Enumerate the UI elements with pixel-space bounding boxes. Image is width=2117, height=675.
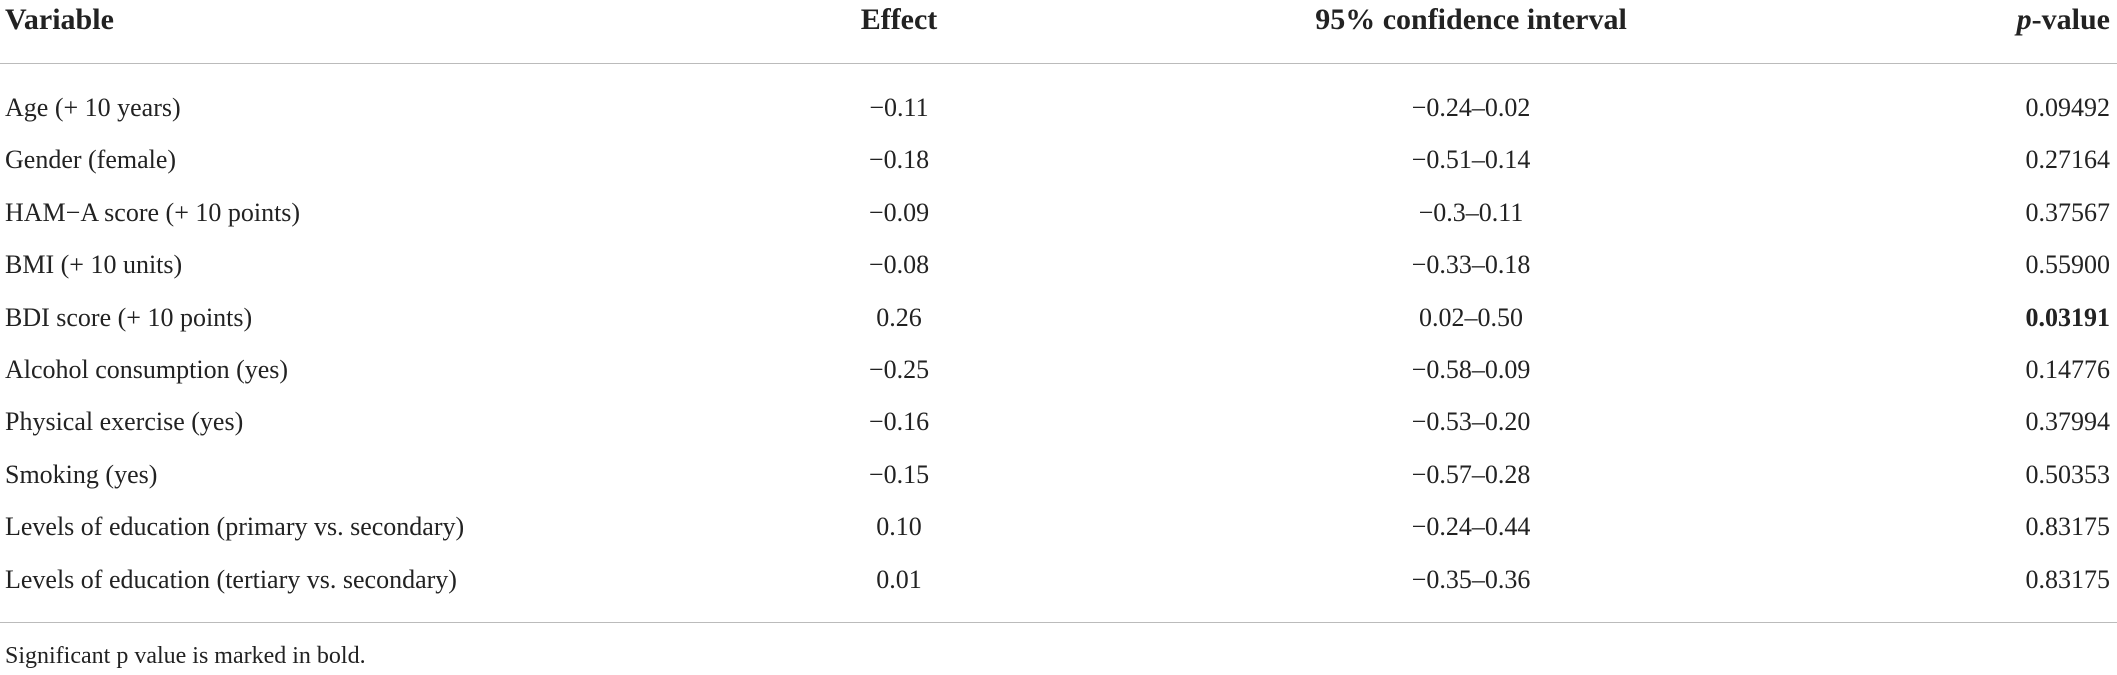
table-cell: Physical exercise (yes) (5, 407, 244, 437)
footnote: Significant p value is marked in bold. (5, 643, 366, 669)
table-cell: 0.27164 (2025, 145, 2111, 175)
table-cell: 0.26 (876, 302, 922, 332)
table-cell: Gender (female) (5, 145, 177, 175)
table-cell: −0.51–0.14 (1411, 145, 1531, 175)
table-cell: −0.09 (868, 197, 930, 227)
table-cell: 0.01 (876, 564, 922, 594)
table-cell: −0.33–0.18 (1411, 250, 1531, 280)
table-cell: BDI score (+ 10 points) (5, 302, 253, 332)
table-cell: −0.53–0.20 (1411, 407, 1531, 437)
column-header: 95% confidence interval (1315, 3, 1627, 36)
table-cell: 0.02–0.50 (1419, 302, 1523, 332)
header-text: -value (2031, 3, 2110, 36)
table-cell: BMI (+ 10 units) (5, 250, 183, 280)
table-cell: HAM−A score (+ 10 points) (5, 197, 301, 227)
table-cell: Levels of education (primary vs. seconda… (5, 512, 465, 542)
table-cell: 0.03191 (2025, 302, 2111, 332)
table-cell: −0.3–0.11 (1418, 197, 1524, 227)
bottom-rule (0, 622, 2117, 623)
table-cell: 0.10 (876, 512, 922, 542)
table-cell: Age (+ 10 years) (5, 93, 181, 122)
table-cell: −0.16 (868, 407, 930, 437)
table-cell: 0.83175 (2025, 564, 2111, 594)
table-cell: 0.37994 (2025, 407, 2111, 437)
table-cell: 0.83175 (2025, 512, 2111, 542)
table-cell: −0.35–0.36 (1411, 564, 1531, 594)
table-cell: −0.25 (868, 355, 930, 384)
table-cell: 0.50353 (2025, 459, 2111, 489)
table-cell: −0.24–0.02 (1411, 93, 1531, 122)
table-cell: Alcohol consumption (yes) (5, 355, 289, 384)
table-cell: −0.18 (868, 145, 930, 175)
table-cell: −0.24–0.44 (1411, 512, 1531, 542)
table-cell: −0.58–0.09 (1411, 355, 1531, 384)
column-header: Effect (860, 3, 938, 36)
table-cell: Smoking (yes) (5, 459, 158, 489)
header-rule (0, 63, 2117, 64)
table-cell: Levels of education (tertiary vs. second… (5, 564, 457, 594)
table-cell: 0.09492 (2025, 93, 2111, 122)
table-cell: −0.57–0.28 (1411, 459, 1531, 489)
column-header: p-value (2017, 3, 2110, 37)
table-cell: −0.11 (869, 93, 929, 122)
table-cell: −0.08 (868, 250, 930, 280)
column-header: Variable (5, 3, 114, 36)
table-cell: 0.14776 (2025, 355, 2111, 384)
header-italic: p (2016, 3, 2032, 36)
table-cell: 0.37567 (2025, 197, 2111, 227)
table-cell: 0.55900 (2025, 250, 2111, 280)
table-cell: −0.15 (868, 459, 930, 489)
